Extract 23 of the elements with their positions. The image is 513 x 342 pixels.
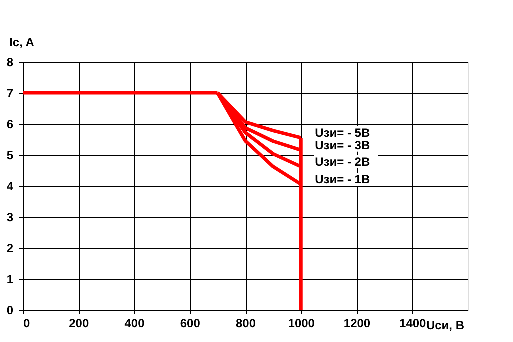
y-tick-label: 7	[6, 86, 14, 100]
y-tick-label: 1	[6, 272, 14, 286]
x-tick-label: 400	[124, 316, 146, 330]
y-tick-label: 3	[6, 210, 14, 224]
x-tick-label: 600	[180, 316, 201, 330]
series-label: Uзи= - 1В	[315, 172, 370, 186]
x-tick-label: 0	[24, 316, 30, 330]
series-label: Uзи= - 5В	[315, 126, 370, 140]
x-tick-label: 800	[236, 316, 256, 330]
y-tick-label: 2	[6, 242, 14, 256]
x-tick-label: 1400	[400, 316, 427, 330]
y-tick-label: 5	[6, 148, 14, 162]
series-label: Uзи= - 3В	[315, 138, 370, 152]
y-axis-title: Ic, A	[10, 36, 35, 50]
y-tick-label: 6	[6, 118, 14, 132]
x-tick-label: 200	[69, 316, 90, 330]
y-tick-label: 0	[6, 304, 14, 318]
x-tick-label: 1200	[344, 316, 371, 330]
x-tick-label: 1000	[288, 316, 316, 330]
series-label: Uзи= - 2В	[315, 154, 370, 169]
x-axis-title: Uси, В	[426, 318, 465, 332]
y-tick-label: 4	[6, 180, 14, 194]
y-tick-label: 8	[6, 56, 14, 70]
